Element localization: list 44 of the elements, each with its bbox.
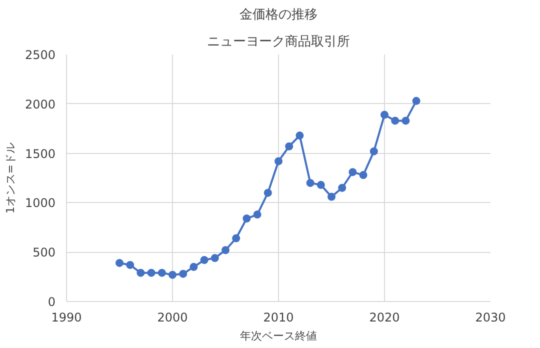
- y-tick-label: 1500: [24, 146, 56, 161]
- point: [359, 171, 368, 180]
- point: [402, 116, 410, 125]
- point: [316, 180, 325, 189]
- y-axis-title: 1オンス=ドル: [4, 142, 17, 214]
- point: [210, 254, 219, 262]
- point: [200, 256, 208, 264]
- x-tick-label: 1990: [51, 310, 82, 324]
- point: [126, 260, 134, 269]
- x-tick-label: 2000: [157, 310, 188, 324]
- point: [370, 147, 378, 156]
- x-axis-title: 年次ベース終値: [240, 330, 317, 342]
- point: [264, 188, 272, 197]
- point: [136, 268, 145, 277]
- y-tick-label: 2500: [24, 48, 56, 62]
- y-tick-label: 500: [32, 246, 56, 260]
- point: [412, 96, 420, 105]
- y-tick-label: 2000: [24, 97, 56, 112]
- point: [190, 262, 198, 271]
- point: [158, 268, 166, 277]
- point: [168, 270, 176, 279]
- point: [222, 246, 230, 254]
- point: [242, 214, 251, 222]
- x-tick-label: 2020: [369, 310, 400, 324]
- point: [253, 210, 262, 219]
- point: [348, 168, 357, 176]
- point: [116, 258, 124, 267]
- point: [296, 132, 304, 140]
- point: [179, 270, 188, 278]
- point: [274, 157, 282, 166]
- point: [380, 110, 388, 119]
- x-tick-label: 2030: [475, 310, 506, 324]
- x-tick-label: 2010: [263, 310, 294, 324]
- point: [232, 234, 240, 242]
- y-tick-label: 0: [48, 295, 56, 309]
- point: [285, 142, 294, 150]
- point: [147, 268, 156, 277]
- point: [338, 184, 346, 192]
- point: [306, 178, 314, 187]
- chart-title: 金価格の推移: [240, 8, 318, 22]
- point: [391, 116, 400, 125]
- point: [328, 192, 336, 201]
- y-tick-label: 1000: [24, 196, 56, 210]
- chart-subtitle: ニューヨーク商品取引所: [207, 34, 350, 50]
